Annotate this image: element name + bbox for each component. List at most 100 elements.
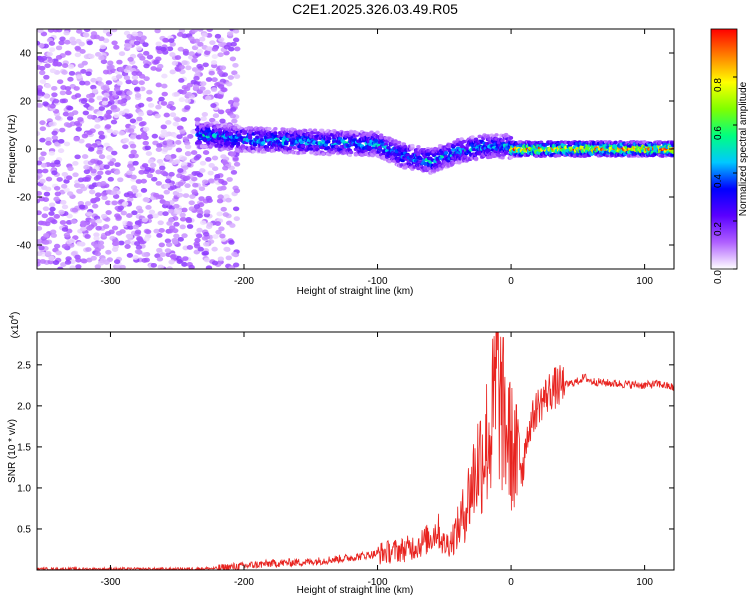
heatmap-cell: [169, 41, 176, 47]
heatmap-cell: [64, 86, 72, 91]
heatmap-cell: [48, 41, 56, 46]
heatmap-cell: [463, 154, 468, 159]
heatmap-cell: [169, 105, 176, 111]
heatmap-cell: [436, 160, 442, 165]
heatmap-cell: [52, 98, 60, 104]
heatmap-cell: [211, 166, 219, 172]
heatmap-cell: [172, 121, 179, 127]
heatmap-cell: [37, 160, 43, 166]
heatmap-cell: [216, 211, 223, 217]
heatmap-cell: [87, 146, 95, 152]
heatmap-cell: [193, 243, 201, 249]
heatmap-cell: [171, 60, 179, 66]
heatmap-cell: [191, 189, 198, 195]
heatmap-cell: [135, 179, 143, 184]
heatmap-cell: [124, 244, 131, 249]
heatmap-cell: [60, 262, 67, 267]
heatmap-cell: [201, 179, 209, 185]
heatmap-cell: [93, 243, 100, 249]
heatmap-cell: [174, 117, 182, 123]
heatmap-cell: [156, 256, 164, 262]
heatmap-cell: [103, 92, 110, 98]
heatmap-cell: [188, 51, 195, 57]
heatmap-cell: [494, 133, 499, 137]
heatmap-cell: [163, 112, 170, 118]
heatmap-cell: [169, 52, 176, 57]
heatmap-cell: [147, 158, 155, 164]
heatmap-cell: [48, 255, 55, 261]
heatmap-cell: [59, 220, 67, 225]
heatmap-cell: [164, 248, 172, 254]
heatmap-cell: [180, 89, 187, 95]
heatmap-cell: [473, 156, 479, 161]
heatmap-cell: [231, 70, 238, 76]
heatmap-cell: [128, 166, 136, 172]
heatmap-cell: [146, 109, 153, 115]
heatmap-cell: [201, 235, 209, 241]
heatmap-cell: [118, 130, 126, 136]
heatmap-cell: [43, 191, 51, 197]
heatmap-cell: [37, 91, 44, 96]
heatmap-cell: [90, 77, 97, 83]
heatmap-cell: [105, 80, 113, 86]
heatmap-cell: [534, 154, 539, 158]
heatmap-cell: [320, 128, 325, 133]
heatmap-cell: [146, 96, 153, 102]
heatmap-cell: [196, 227, 203, 233]
heatmap-cell: [186, 224, 194, 229]
heatmap-cell: [229, 113, 237, 119]
heatmap-cell: [211, 246, 218, 252]
heatmap-cell: [206, 222, 214, 227]
heatmap-cell: [177, 181, 184, 187]
heatmap-cell: [613, 140, 618, 145]
heatmap-cell: [233, 161, 241, 167]
heatmap-cell: [86, 130, 93, 136]
heatmap-cell: [114, 162, 121, 168]
heatmap-cell: [156, 233, 163, 238]
heatmap-cell: [129, 143, 137, 149]
heatmap-cell: [192, 84, 200, 90]
heatmap-cell: [38, 196, 46, 202]
heatmap-cell: [158, 242, 165, 248]
heatmap-cell: [37, 96, 41, 102]
heatmap-cell: [126, 213, 133, 218]
heatmap-cell: [58, 209, 65, 215]
heatmap-cell: [126, 221, 133, 227]
heatmap-cell: [196, 63, 203, 69]
heatmap-cell: [127, 56, 134, 62]
heatmap-cell: [110, 29, 118, 33]
heatmap-cell: [252, 142, 258, 147]
heatmap-cell: [73, 136, 80, 142]
x-tick-label: -300: [100, 577, 120, 588]
heatmap-cell: [488, 155, 493, 159]
heatmap-cell: [217, 94, 224, 100]
heatmap-cell: [142, 59, 150, 65]
heatmap-cell: [225, 81, 233, 87]
heatmap-cell: [73, 86, 80, 91]
heatmap-cell: [179, 216, 187, 222]
heatmap-cell: [508, 136, 514, 140]
heatmap-cell: [98, 244, 105, 250]
heatmap-cell: [85, 211, 93, 217]
heatmap-cell: [85, 71, 92, 77]
heatmap-cell: [99, 44, 107, 50]
heatmap-cell: [115, 74, 123, 80]
heatmap-cell: [117, 66, 125, 72]
heatmap-cell: [98, 134, 106, 140]
heatmap-cell: [217, 109, 225, 115]
heatmap-cell: [167, 208, 175, 214]
heatmap-cell: [118, 240, 125, 246]
heatmap-cell: [37, 65, 42, 70]
heatmap-cell: [179, 224, 186, 230]
heatmap-cell: [83, 80, 91, 86]
heatmap-cell: [219, 65, 227, 71]
heatmap-cell: [125, 79, 132, 85]
heatmap-cell: [207, 170, 214, 176]
heatmap-cell: [53, 185, 61, 191]
heatmap-cell: [58, 138, 65, 144]
heatmap-cell: [96, 149, 103, 155]
heatmap-cell: [199, 124, 205, 129]
heatmap-cell: [188, 264, 195, 269]
heatmap-cell: [129, 118, 137, 124]
